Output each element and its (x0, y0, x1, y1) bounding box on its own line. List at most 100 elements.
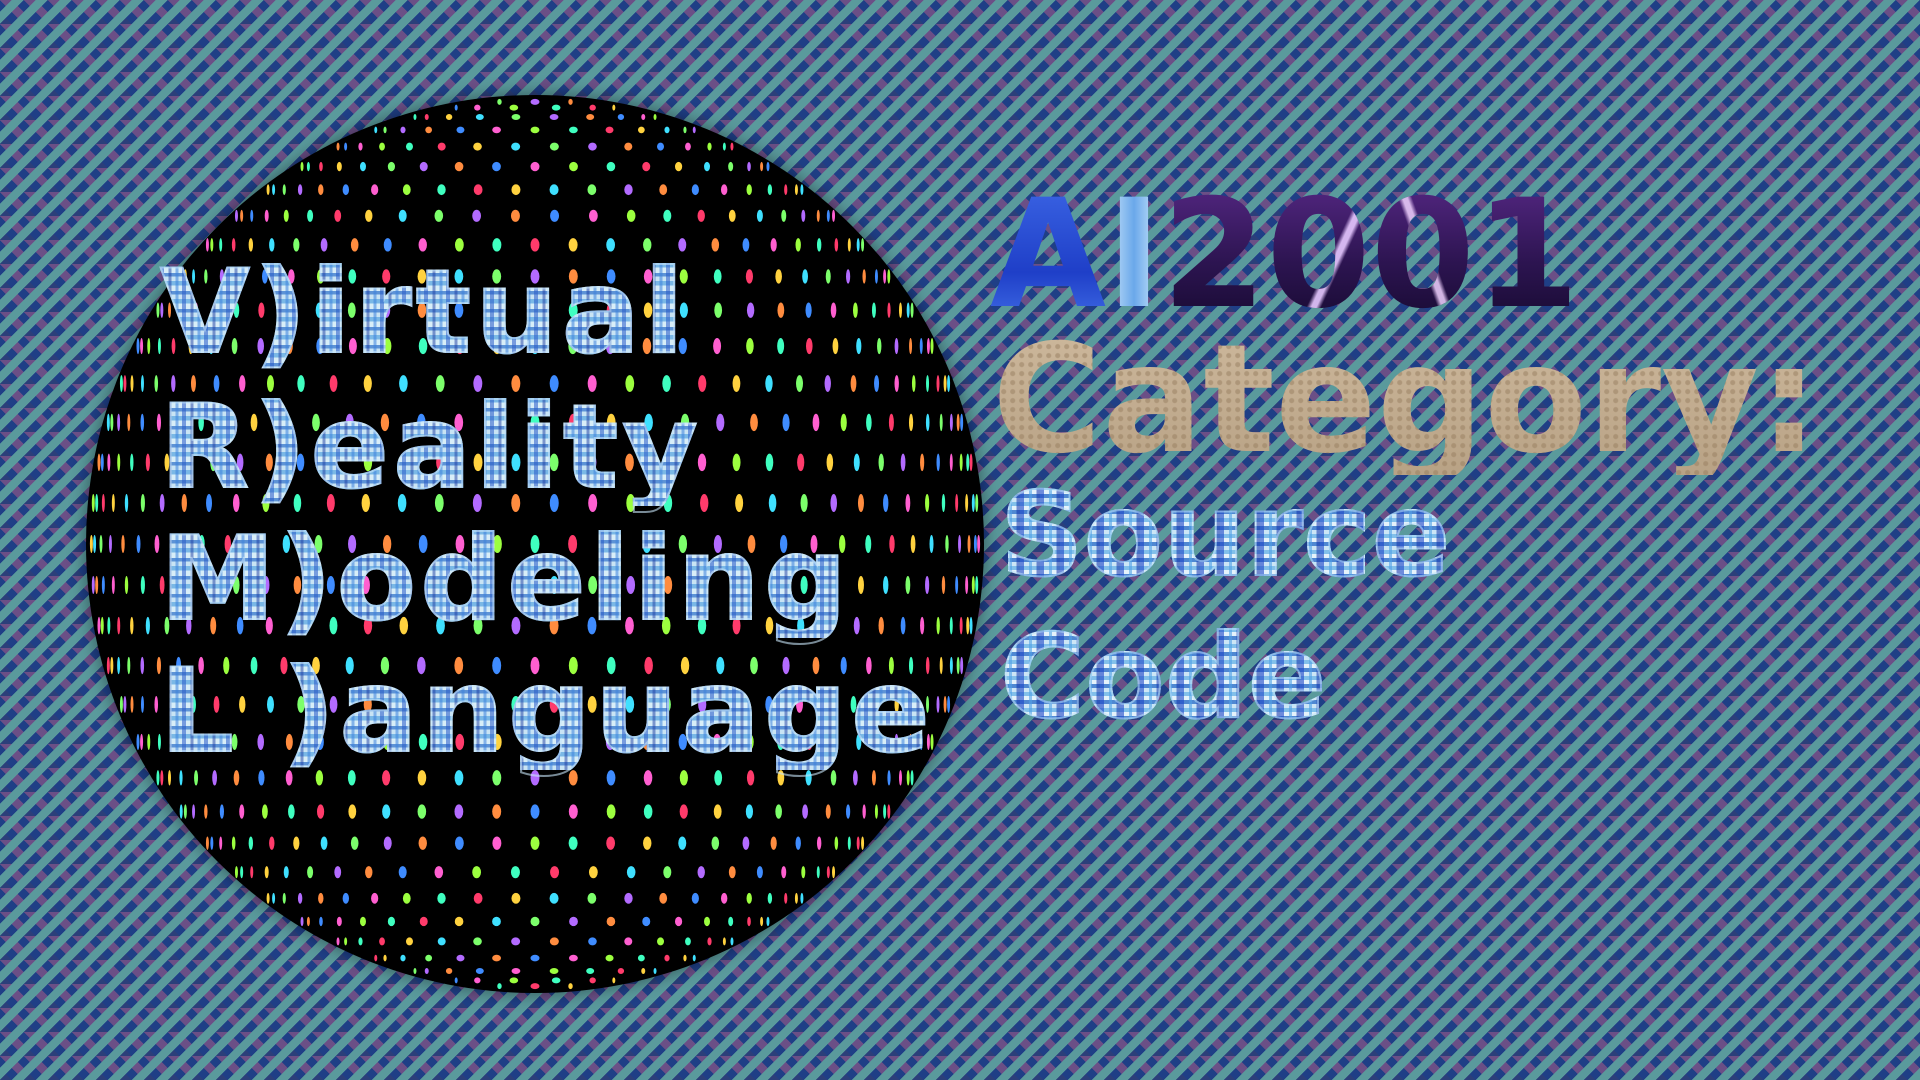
sphere-dot (728, 161, 734, 172)
sphere-dot (698, 375, 707, 392)
sphere-dot (334, 209, 342, 222)
sphere-dot (900, 616, 906, 635)
sphere-dot (549, 968, 559, 975)
sphere-dot (728, 916, 734, 927)
sphere-dot (99, 535, 103, 553)
sphere-dot (329, 375, 338, 392)
sphere-dot (365, 209, 373, 222)
sphere-dot (147, 733, 151, 751)
sphere-dot (307, 209, 314, 222)
sphere-dot (127, 413, 131, 432)
sphere-dot (906, 770, 910, 786)
sphere-dot (856, 238, 860, 252)
sphere-dot (825, 269, 831, 284)
sphere-dot (825, 804, 831, 819)
sphere-dot (626, 866, 636, 879)
sphere-dot (586, 113, 595, 120)
sphere-dot (722, 937, 726, 946)
sphere-dot (643, 770, 653, 786)
sphere-dot (756, 866, 763, 879)
sphere-dot (883, 576, 889, 594)
sphere-dot (770, 238, 777, 252)
sphere-dot (117, 453, 121, 472)
sphere-dot (282, 184, 286, 196)
sphere-dot (130, 375, 134, 392)
sphere-dot (248, 836, 254, 850)
sphere-dot (898, 302, 902, 318)
sphere-dot (147, 337, 151, 355)
sphere-dot (318, 892, 324, 904)
sphere-dot (119, 696, 123, 713)
sphere-dot (190, 375, 196, 392)
sphere-dot (119, 375, 123, 392)
sphere-dot (212, 770, 218, 786)
sphere-dot (936, 616, 940, 635)
sphere-dot (606, 238, 616, 252)
sphere-dot (826, 209, 830, 222)
sphere-dot (306, 916, 310, 927)
sphere-dot (943, 696, 947, 713)
sphere-dot (300, 161, 304, 172)
sphere-dot (877, 337, 882, 355)
sphere-dot (958, 535, 962, 553)
sphere-dot (318, 184, 324, 196)
sphere-dot (802, 269, 808, 284)
sphere-dot (905, 494, 911, 512)
sphere-dot (745, 269, 754, 284)
sphere-dot (530, 770, 540, 786)
ai-title-a: A (990, 168, 1107, 342)
sphere-dot (492, 836, 502, 850)
sphere-dot (239, 804, 245, 819)
sphere-dot (756, 209, 763, 222)
sphere-dot (861, 836, 865, 850)
sphere-dot (473, 184, 483, 196)
sphere-dot (234, 209, 238, 222)
sphere-dot (588, 866, 598, 879)
sphere-dot (374, 126, 378, 134)
sphere-dot (219, 836, 223, 850)
sphere-dot (965, 576, 969, 594)
sphere-dot (497, 98, 502, 105)
sphere-dot (832, 337, 839, 355)
sphere-dot (511, 113, 521, 120)
sphere-dot (288, 804, 295, 819)
sphere-dot (320, 238, 328, 252)
sphere-dot (874, 375, 880, 392)
sphere-dot (97, 453, 101, 472)
sphere-dot (530, 161, 540, 172)
sphere-dot (100, 453, 104, 472)
sphere-dot (746, 770, 755, 786)
sphere-dot (802, 804, 808, 819)
sphere-dot (297, 184, 303, 196)
sphere-dot (154, 696, 159, 713)
sphere-dot (947, 696, 951, 713)
sphere-dot (437, 937, 446, 946)
sphere-dot (720, 184, 728, 196)
sphere-dot (700, 494, 709, 512)
sphere-dot (101, 576, 105, 594)
sphere-dot (342, 184, 350, 196)
sphere-dot (760, 916, 764, 927)
sphere-dot (606, 770, 616, 786)
sphere-dot (106, 413, 110, 432)
sphere-dot (746, 892, 752, 904)
sphere-dot (359, 161, 366, 172)
sphere-dot (454, 977, 458, 984)
sphere-dot (857, 494, 864, 512)
sphere-dot (435, 375, 445, 392)
sphere-dot (973, 535, 977, 553)
sphere-dot (967, 535, 971, 553)
sphere-dot (194, 770, 199, 786)
sphere-dot (183, 804, 187, 819)
sphere-dot (374, 954, 378, 962)
sphere-dot (834, 238, 839, 252)
sphere-dot (551, 104, 561, 111)
sphere-dot (691, 892, 699, 904)
sphere-dot (826, 453, 834, 472)
sphere-dot (530, 954, 540, 962)
sphere-dot (781, 866, 787, 879)
sphere-dot (911, 375, 916, 392)
sphere-dot (704, 161, 711, 172)
sphere-dot (398, 866, 407, 879)
